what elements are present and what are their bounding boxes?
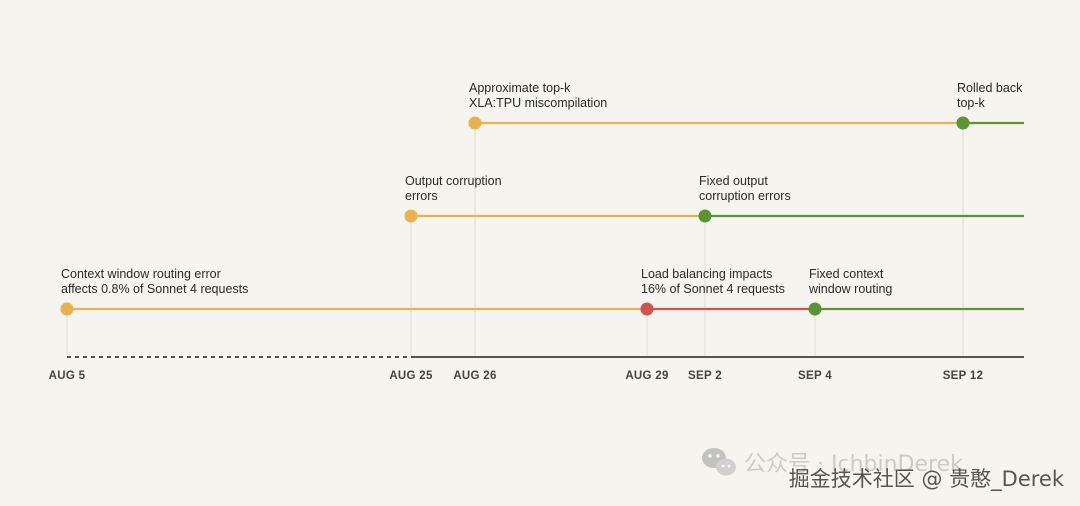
event-dot-fixed (808, 302, 822, 316)
axis-tick-aug25: AUG 25 (389, 370, 433, 382)
event-dot-issue (404, 209, 418, 223)
event-label: Load balancing impacts 16% of Sonnet 4 re… (641, 267, 785, 296)
date-guide-lines (66, 123, 964, 357)
date-axis: AUG 5 AUG 25 AUG 26 AUG 29 SEP 2 SEP 4 SEP 12 (49, 356, 1024, 382)
event-label: Output corruption errors (405, 174, 502, 203)
event-label: Context window routing error affects 0.8%… (61, 267, 248, 296)
event-label: Approximate top-k XLA:TPU miscompilation (469, 81, 607, 110)
watermark: 公众号 · IchbinDerek 掘金技术社区 @ 贵憨_Derek (702, 448, 1065, 492)
event-dot-issue (60, 302, 74, 316)
axis-tick-sep2: SEP 2 (688, 370, 722, 382)
event-dot-issue (468, 116, 482, 130)
event-label: Fixed output corruption errors (699, 174, 791, 203)
lane-output-corruption: Output corruption errors Fixed output corru… (404, 174, 1024, 223)
event-dot-fixed (956, 116, 970, 130)
event-label: Rolled back top-k (957, 81, 1023, 110)
axis-tick-aug29: AUG 29 (625, 370, 668, 382)
incident-lanes: Approximate top-k XLA:TPU miscompilation R… (60, 81, 1024, 316)
axis-tick-aug5: AUG 5 (49, 370, 86, 382)
event-label: Fixed context window routing (808, 267, 892, 296)
lane-top-k: Approximate top-k XLA:TPU miscompilation R… (468, 81, 1024, 130)
lane-context-routing: Context window routing error affects 0.8%… (60, 267, 1024, 316)
watermark-wechat-text: 公众号 · IchbinDerek (744, 452, 963, 477)
event-dot-fixed (698, 209, 712, 223)
axis-tick-aug26: AUG 26 (453, 370, 496, 382)
axis-tick-sep4: SEP 4 (798, 370, 832, 382)
event-dot-severe (640, 302, 654, 316)
wechat-icon (702, 448, 736, 476)
axis-tick-sep12: SEP 12 (943, 370, 984, 382)
watermark-credit-text: 掘金技术社区 @ 贵憨_Derek (789, 467, 1065, 492)
